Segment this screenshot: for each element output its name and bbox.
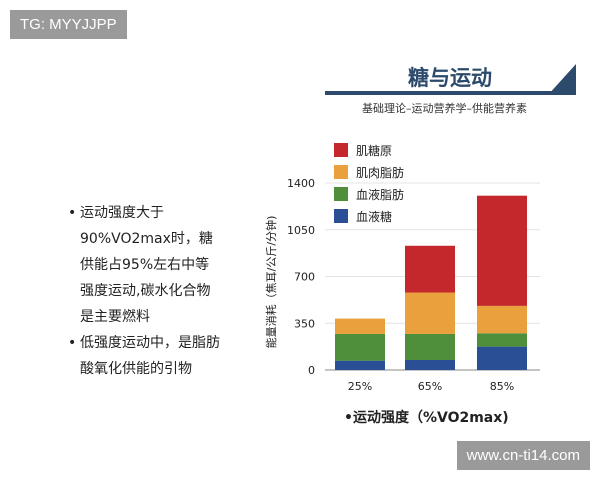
- y-tick-label: 0: [308, 364, 315, 377]
- watermark-bottom: www.cn-ti14.com: [456, 441, 590, 470]
- bar-segment: [335, 318, 385, 334]
- bullet-line: 90%VO2max时，糖: [80, 231, 213, 247]
- bar-segment: [405, 359, 455, 370]
- legend-label: 血液糖: [356, 209, 392, 224]
- y-axis-title: 能量消耗（焦耳/公斤/分钟): [264, 216, 278, 349]
- y-tick-label: 1050: [287, 224, 315, 237]
- bullet-line: 供能占95%左右中等: [80, 257, 210, 273]
- legend-swatch: [334, 165, 348, 179]
- bullet-line: 运动强度大于: [80, 205, 164, 221]
- x-axis-title: •运动强度（%VO2max): [344, 410, 509, 426]
- bullet-item: • 运动强度大于 90%VO2max时，糖 供能占95%左右中等 强度运动,碳水…: [68, 200, 220, 330]
- bullet-dot: •: [68, 205, 77, 221]
- y-tick-label: 350: [294, 317, 315, 330]
- bullet-line: 是主要燃料: [80, 309, 150, 325]
- legend-label: 肌糖原: [356, 143, 392, 158]
- legend-swatch: [334, 209, 348, 223]
- x-tick-label: 25%: [348, 380, 372, 393]
- x-tick-label: 65%: [418, 380, 442, 393]
- slide-title: 糖与运动: [408, 66, 492, 90]
- corner-triangle: [548, 64, 576, 95]
- bar-segment: [405, 292, 455, 334]
- y-tick-label: 1400: [287, 177, 315, 190]
- bar-segment: [477, 305, 527, 334]
- bar-segment: [477, 346, 527, 370]
- bar-segment: [477, 195, 527, 306]
- bullet-dot: •: [68, 335, 77, 351]
- bullet-line: 酸氧化供能的引物: [80, 361, 192, 377]
- bullet-item: • 低强度运动中，是脂肪 酸氧化供能的引物: [68, 330, 220, 382]
- legend-swatch: [334, 143, 348, 157]
- legend-swatch: [334, 187, 348, 201]
- bullet-line: 强度运动,碳水化合物: [80, 283, 211, 299]
- bar-segment: [335, 360, 385, 370]
- legend-label: 肌肉脂肪: [356, 165, 404, 180]
- bar-segment: [405, 333, 455, 360]
- bar-segment: [335, 333, 385, 361]
- title-underline: [325, 91, 555, 95]
- y-tick-label: 700: [294, 271, 315, 284]
- bullet-list: • 运动强度大于 90%VO2max时，糖 供能占95%左右中等 强度运动,碳水…: [68, 200, 220, 382]
- slide-subtitle: 基础理论–运动营养学–供能营养素: [362, 102, 527, 115]
- x-tick-label: 85%: [490, 380, 514, 393]
- bar-segment: [477, 333, 527, 347]
- watermark-top: TG: MYYJJPP: [10, 10, 127, 39]
- legend-label: 血液脂肪: [356, 187, 404, 202]
- bullet-line: 低强度运动中，是脂肪: [80, 335, 220, 351]
- bar-segment: [405, 245, 455, 293]
